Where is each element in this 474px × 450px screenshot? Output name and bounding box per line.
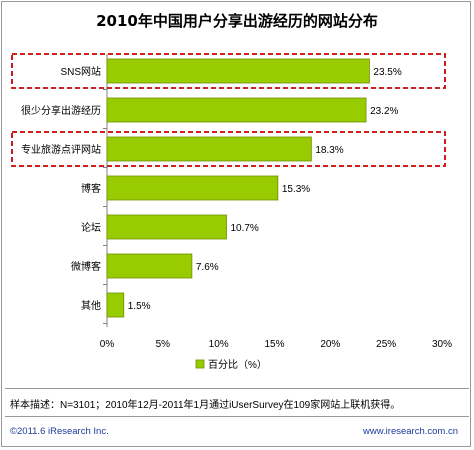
category-label: SNS网站 [60, 65, 101, 78]
category-label: 专业旅游点评网站 [21, 143, 101, 156]
divider-top [5, 388, 469, 389]
value-label: 7.6% [196, 262, 219, 273]
x-tick-label: 10% [209, 339, 229, 350]
sample-note: 样本描述：N=3101；2010年12月-2011年1月通过iUserSurve… [10, 400, 401, 411]
bar [106, 136, 312, 162]
category-label: 很少分享出游经历 [21, 104, 101, 117]
legend-swatch [195, 359, 205, 369]
value-label: 23.2% [370, 106, 398, 117]
category-label: 论坛 [81, 221, 101, 234]
highlight-box [11, 131, 446, 167]
bar [106, 97, 367, 123]
value-label: 18.3% [315, 145, 343, 156]
x-tick-label: 30% [432, 339, 452, 350]
value-label: 15.3% [282, 184, 310, 195]
category-label: 其他 [81, 299, 101, 312]
divider-bottom [5, 416, 469, 417]
bar [106, 175, 279, 201]
highlight-box [11, 53, 446, 89]
value-label: 23.5% [373, 67, 401, 78]
copyright: ©2011.6 iResearch Inc. [10, 426, 109, 437]
x-tick-label: 0% [100, 339, 115, 350]
website: www.iresearch.com.cn [362, 426, 458, 437]
bar [106, 58, 370, 84]
value-label: 10.7% [230, 223, 258, 234]
value-label: 1.5% [128, 301, 151, 312]
bar [106, 292, 125, 318]
x-tick-label: 15% [264, 339, 284, 350]
x-tick-label: 20% [320, 339, 340, 350]
category-label: 微博客 [71, 260, 101, 273]
legend-label: 百分比（%） [208, 359, 267, 371]
bar [106, 214, 227, 240]
x-tick-label: 25% [376, 339, 396, 350]
category-label: 博客 [81, 182, 101, 195]
bar [106, 253, 193, 279]
x-tick-label: 5% [156, 339, 171, 350]
chart-title: 2010年中国用户分享出游经历的网站分布 [96, 12, 378, 30]
